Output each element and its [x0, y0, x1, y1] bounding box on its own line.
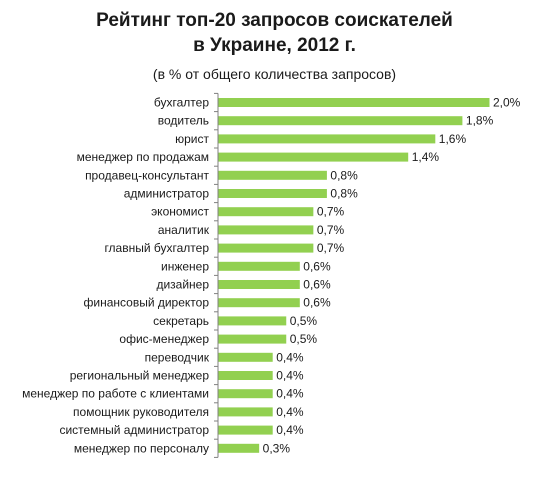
category-axis	[214, 92, 219, 458]
data-label: 0,4%	[276, 350, 304, 364]
bar	[218, 407, 273, 417]
category-label: аналитик	[158, 223, 210, 237]
category-label: инженер	[161, 259, 209, 273]
category-label: дизайнер	[156, 278, 209, 292]
bar	[218, 243, 314, 253]
category-label: офис-менеджер	[119, 332, 209, 346]
bar	[218, 298, 300, 308]
chart-title-line-1: Рейтинг топ-20 запросов соискателей	[96, 10, 453, 31]
bar	[218, 207, 314, 217]
labels-group: бухгалтер 2,0% водитель 1,8% юрист 1,6% менедж…	[22, 96, 521, 456]
bar	[218, 389, 273, 399]
data-label: 0,4%	[276, 369, 304, 383]
bar	[218, 280, 300, 289]
bar	[218, 152, 409, 162]
category-label: переводчик	[145, 350, 210, 364]
category-label: менеджер по работе с клиентами	[22, 387, 209, 401]
category-label: водитель	[158, 114, 209, 128]
chart-title: Рейтинг топ-20 запросов соискателей в Ук…	[0, 8, 549, 58]
bar	[218, 134, 436, 144]
category-label: юрист	[175, 132, 209, 146]
data-label: 1,8%	[466, 114, 494, 128]
bar	[218, 334, 287, 344]
data-label: 1,4%	[412, 150, 440, 164]
data-label: 0,4%	[276, 387, 304, 401]
category-label: секретарь	[153, 314, 209, 328]
bar	[218, 116, 463, 126]
category-label: бухгалтер	[154, 96, 209, 110]
data-label: 1,6%	[439, 132, 467, 146]
category-label: менеджер по персоналу	[74, 441, 209, 455]
bar	[218, 170, 327, 180]
bar	[218, 443, 260, 453]
data-label: 0,5%	[290, 314, 318, 328]
data-label: 0,7%	[317, 223, 345, 237]
data-label: 0,4%	[276, 423, 304, 437]
chart-title-line-2: в Украине, 2012 г.	[193, 35, 356, 56]
category-label: региональный менеджер	[70, 369, 210, 383]
category-label: финансовый директор	[84, 296, 210, 310]
data-label: 2,0%	[493, 96, 521, 110]
bar	[218, 225, 314, 235]
category-label: продавец-консультант	[85, 168, 209, 182]
data-label: 0,6%	[303, 296, 331, 310]
data-label: 0,3%	[263, 441, 291, 455]
data-label: 0,5%	[290, 332, 318, 346]
bar	[218, 98, 490, 107]
bar	[218, 352, 273, 362]
data-label: 0,7%	[317, 241, 345, 255]
category-label: главный бухгалтер	[104, 241, 209, 255]
category-label: системный администратор	[59, 423, 209, 437]
category-label: менеджер по продажам	[77, 150, 209, 164]
category-label: администратор	[124, 187, 210, 201]
bar	[218, 316, 287, 326]
bars-group	[218, 98, 490, 453]
bar	[218, 189, 327, 198]
data-label: 0,6%	[303, 278, 331, 292]
data-label: 0,4%	[276, 405, 304, 419]
bar	[218, 261, 300, 271]
data-label: 0,6%	[303, 259, 331, 273]
bar	[218, 425, 273, 435]
category-label: помощник руководителя	[73, 405, 209, 419]
data-label: 0,8%	[330, 168, 358, 182]
data-label: 0,7%	[317, 205, 345, 219]
category-label: экономист	[151, 205, 209, 219]
bar	[218, 371, 273, 380]
chart-subtitle: (в % от общего количества запросов)	[152, 66, 397, 82]
data-label: 0,8%	[330, 187, 358, 201]
